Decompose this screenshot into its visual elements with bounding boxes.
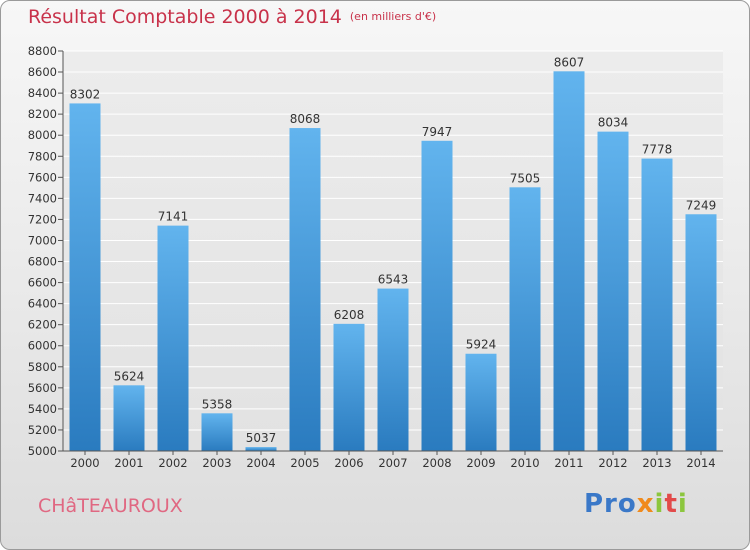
y-tick-label: 6200: [28, 318, 57, 332]
x-tick-label-2009: 2009: [466, 456, 495, 470]
data-label-2012: 8034: [598, 116, 629, 130]
y-tick-label: 6800: [28, 255, 57, 269]
bar-2007: [377, 288, 409, 451]
data-label-2003: 5358: [202, 397, 233, 411]
city-name: CHâTEAUROUX: [38, 495, 183, 517]
bar-2001: [113, 385, 145, 451]
y-tick-label: 6600: [28, 276, 57, 290]
y-tick-label: 7400: [28, 191, 57, 205]
data-label-2014: 7249: [686, 198, 717, 212]
x-tick-label-2011: 2011: [554, 456, 583, 470]
data-label-2008: 7947: [422, 125, 453, 139]
x-tick-label-2005: 2005: [290, 456, 319, 470]
x-tick-label-2003: 2003: [202, 456, 231, 470]
x-tick-label-2012: 2012: [598, 456, 627, 470]
x-tick-label-2007: 2007: [378, 456, 407, 470]
data-label-2013: 7778: [642, 143, 673, 157]
bar-2003: [201, 413, 233, 451]
bar-2005: [289, 128, 321, 451]
y-tick-label: 8000: [28, 128, 57, 142]
data-label-2006: 6208: [334, 308, 365, 322]
x-tick-label-2001: 2001: [114, 456, 143, 470]
data-label-2000: 8302: [70, 87, 101, 101]
y-tick-label: 8600: [28, 65, 57, 79]
bar-2012: [597, 131, 629, 451]
y-tick-label: 6400: [28, 297, 57, 311]
x-tick-label-2000: 2000: [70, 456, 99, 470]
x-tick-label-2006: 2006: [334, 456, 363, 470]
y-tick-label: 7800: [28, 149, 57, 163]
y-tick-label: 5200: [28, 423, 57, 437]
data-label-2007: 6543: [378, 273, 409, 287]
bar-2014: [685, 214, 717, 451]
y-tick-label: 6000: [28, 339, 57, 353]
bar-2009: [465, 353, 497, 451]
data-label-2010: 7505: [510, 171, 541, 185]
bar-2004: [245, 447, 277, 451]
proxiti-logo[interactable]: Proxiti: [584, 489, 688, 519]
bar-chart: 8302 5624 7141 5358 5037 8068 6208 6543 7947 5924…: [28, 44, 723, 470]
y-tick-label: 8800: [28, 44, 57, 58]
y-tick-label: 7600: [28, 170, 57, 184]
data-label-2009: 5924: [466, 338, 497, 352]
bar-2010: [509, 187, 541, 451]
data-label-2004: 5037: [246, 431, 277, 445]
x-tick-label-2014: 2014: [686, 456, 715, 470]
x-tick-label-2010: 2010: [510, 456, 539, 470]
chart-title-text: Résultat Comptable 2000 à 2014: [28, 6, 342, 28]
data-label-2001: 5624: [114, 369, 145, 383]
bar-2006: [333, 323, 365, 451]
bar-2011: [553, 71, 585, 451]
bar-2000: [69, 103, 101, 451]
y-tick-label: 5800: [28, 360, 57, 374]
bar-2013: [641, 158, 673, 451]
y-tick-label: 8200: [28, 107, 57, 121]
chart-unit: (en milliers d'€): [349, 10, 437, 23]
y-tick-label: 5400: [28, 402, 57, 416]
data-label-2005: 8068: [290, 112, 321, 126]
chart-title: Résultat Comptable 2000 à 2014 (en millie…: [28, 6, 436, 28]
bar-2008: [421, 140, 453, 451]
x-tick-label-2008: 2008: [422, 456, 451, 470]
data-label-2011: 8607: [554, 55, 585, 69]
x-tick-label-2004: 2004: [246, 456, 275, 470]
data-label-2002: 7141: [158, 210, 189, 224]
y-tick-label: 5600: [28, 381, 57, 395]
x-tick-label-2002: 2002: [158, 456, 187, 470]
bar-2002: [157, 225, 189, 451]
x-tick-label-2013: 2013: [642, 456, 671, 470]
y-tick-label: 8400: [28, 86, 57, 100]
y-tick-label: 7000: [28, 233, 57, 247]
y-tick-label: 7200: [28, 212, 57, 226]
y-tick-label: 5000: [28, 444, 57, 458]
